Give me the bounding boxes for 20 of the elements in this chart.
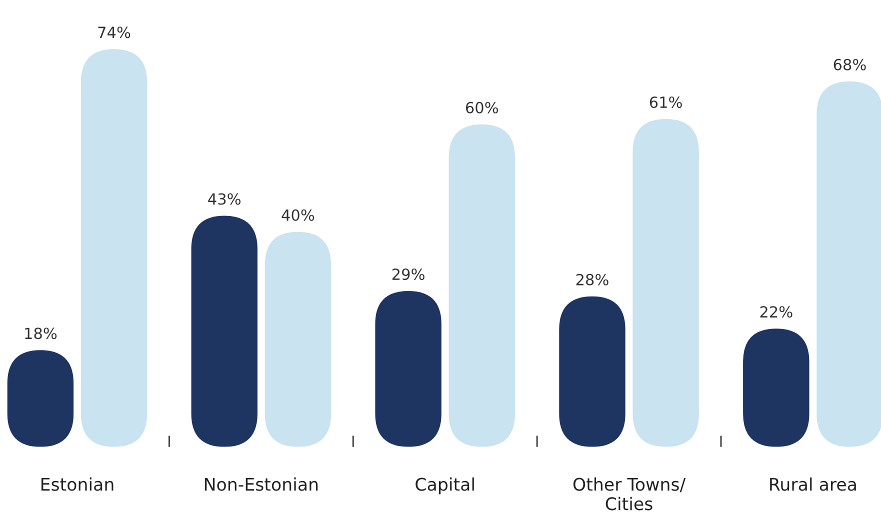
x-tick-label: Other Towns/ Cities <box>573 477 686 510</box>
data-label: 40% <box>282 209 314 221</box>
bar <box>264 232 332 447</box>
data-label: 28% <box>576 274 608 286</box>
bar <box>448 124 515 447</box>
x-tick-label: Capital <box>416 477 474 494</box>
x-tick-label: Estonian <box>41 477 114 491</box>
data-label: 61% <box>650 96 682 108</box>
data-label: 43% <box>208 193 241 205</box>
data-label: 18% <box>25 328 57 340</box>
data-label: 74% <box>98 26 130 38</box>
x-tick-label: Rural area <box>770 477 856 491</box>
bar <box>191 216 258 447</box>
data-label: 68% <box>834 58 866 70</box>
data-label: 60% <box>466 102 498 114</box>
data-label: 29% <box>392 268 424 280</box>
bar <box>80 49 148 447</box>
data-label: 22% <box>760 306 792 318</box>
bar <box>632 119 699 447</box>
x-tick-label: Non-Estonian <box>204 477 318 491</box>
